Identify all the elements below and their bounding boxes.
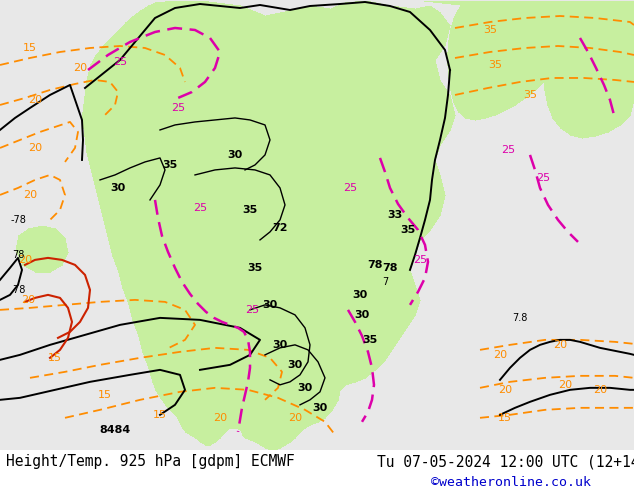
Text: -78: -78 [10,215,26,225]
Text: 20: 20 [553,340,567,350]
Text: 20: 20 [498,385,512,395]
Text: 35: 35 [523,90,537,100]
Text: 15: 15 [153,410,167,420]
Text: 20: 20 [288,413,302,423]
Text: 25: 25 [536,173,550,183]
Text: 20: 20 [23,190,37,200]
Text: 20: 20 [28,143,42,153]
Text: 78: 78 [382,263,398,273]
Text: 20: 20 [558,380,572,390]
Text: 30: 30 [273,340,288,350]
Text: 33: 33 [387,210,403,220]
Text: 72: 72 [272,223,288,233]
Text: 7.8: 7.8 [512,313,527,323]
Text: 35: 35 [247,263,262,273]
Text: 35: 35 [242,205,257,215]
Text: 35: 35 [162,160,178,170]
Text: 25: 25 [501,145,515,155]
Text: 30: 30 [353,290,368,300]
Text: 35: 35 [363,335,378,345]
Text: 30: 30 [354,310,370,320]
Text: 30: 30 [228,150,243,160]
Text: 20: 20 [213,413,227,423]
Text: 15: 15 [498,413,512,423]
Text: 20: 20 [73,63,87,73]
Text: Tu 07-05-2024 12:00 UTC (12+144): Tu 07-05-2024 12:00 UTC (12+144) [377,454,634,469]
Text: 20: 20 [28,95,42,105]
Text: 35: 35 [488,60,502,70]
Text: 30: 30 [297,383,313,393]
Text: 8484: 8484 [100,425,131,435]
Text: 25: 25 [193,203,207,213]
Text: 25: 25 [413,255,427,265]
Text: 30: 30 [287,360,302,370]
Text: .78: .78 [10,285,26,295]
Text: ©weatheronline.co.uk: ©weatheronline.co.uk [431,476,591,490]
Text: 15: 15 [23,43,37,53]
Text: 35: 35 [401,225,416,235]
Text: 25: 25 [343,183,357,193]
Text: 30: 30 [262,300,278,310]
Text: 30: 30 [313,403,328,413]
Text: 30: 30 [110,183,126,193]
Text: 25: 25 [245,305,259,315]
Text: 35: 35 [483,25,497,35]
Text: 25: 25 [113,57,127,67]
Text: 15: 15 [48,353,62,363]
Text: 15: 15 [98,390,112,400]
Text: 78: 78 [367,260,383,270]
Text: 20: 20 [21,295,35,305]
Text: 20: 20 [18,255,32,265]
Text: 20: 20 [493,350,507,360]
Text: Height/Temp. 925 hPa [gdpm] ECMWF: Height/Temp. 925 hPa [gdpm] ECMWF [6,454,295,469]
Text: 7: 7 [382,277,388,287]
Text: 25: 25 [171,103,185,113]
Text: 78: 78 [12,250,24,260]
Text: 20: 20 [593,385,607,395]
